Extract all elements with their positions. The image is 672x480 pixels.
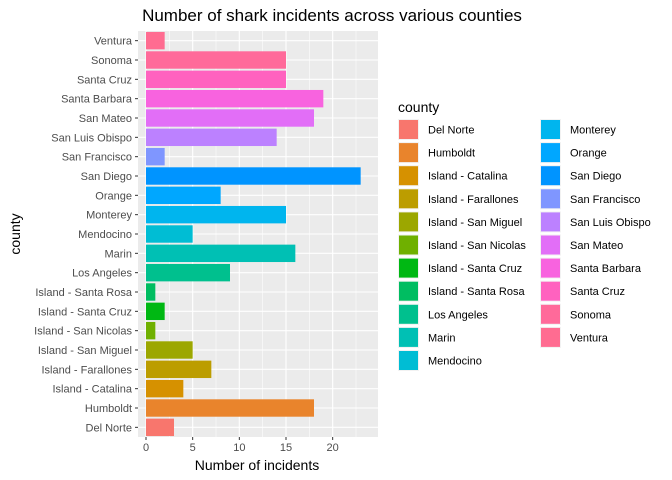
y-tick-label: Ventura [94, 36, 133, 48]
y-tick-label: Mendocino [78, 229, 132, 241]
y-tick-label: San Mateo [79, 113, 132, 125]
x-tick-label: 20 [327, 442, 339, 454]
y-tick-label: San Luis Obispo [51, 132, 132, 144]
legend-key-san-mateo [541, 235, 560, 255]
legend-label: Orange [570, 148, 607, 160]
x-axis: 0 5 10 15 20 [143, 437, 339, 454]
bar-san-mateo [146, 109, 314, 127]
y-tick-label: Santa Cruz [77, 74, 132, 86]
legend-key-humboldt [399, 143, 418, 163]
bar-island-san-miguel [146, 341, 193, 359]
legend-key-island-san-nicolas [399, 235, 418, 255]
legend-label: Sonoma [570, 309, 612, 321]
y-tick-label: Marin [104, 248, 132, 260]
y-tick-label: Island - Catalina [53, 384, 133, 396]
bar-los-angeles [146, 263, 230, 282]
legend-label: Humboldt [428, 148, 475, 160]
legend-label: Island - Santa Rosa [428, 286, 525, 298]
legend-key-island-santa-cruz [399, 258, 418, 278]
bar-ventura [146, 31, 165, 50]
bar-island-farallones [146, 360, 212, 379]
legend-key-santa-barbara [541, 258, 560, 278]
bar-marin [146, 244, 296, 263]
legend-label: Los Angeles [428, 309, 488, 321]
y-tick-label: Del Norte [86, 422, 132, 434]
y-tick-label: Santa Barbara [61, 94, 133, 106]
legend-key-mendocino [399, 351, 418, 370]
y-tick-label: Humboldt [85, 403, 132, 415]
legend-label: San Luis Obispo [570, 217, 651, 229]
bar-orange [146, 186, 221, 205]
bar-humboldt [146, 399, 314, 417]
y-tick-label: San Francisco [62, 152, 132, 164]
legend-key-marin [399, 327, 418, 347]
legend-label: Marin [428, 332, 456, 344]
chart-title: Number of shark incidents across various… [142, 6, 522, 25]
legend-key-monterey [541, 120, 560, 139]
bar-island-san-nicolas [146, 321, 156, 340]
bar-monterey [146, 205, 286, 224]
bars [146, 31, 361, 437]
legend-key-san-francisco [541, 189, 560, 209]
legend-key-island-catalina [399, 166, 418, 186]
bar-del-norte [146, 418, 174, 437]
legend-label: Santa Cruz [570, 286, 625, 298]
legend: county Del Norte Humboldt Island - Catalin… [398, 99, 651, 371]
y-tick-label: Island - San Nicolas [34, 326, 132, 338]
legend-label: San Diego [570, 171, 621, 183]
bar-san-francisco [146, 147, 165, 166]
legend-key-del-norte [399, 120, 418, 139]
legend-key-island-san-miguel [399, 212, 418, 232]
y-tick-label: Monterey [86, 210, 132, 222]
legend-key-island-farallones [399, 189, 418, 209]
legend-key-island-santa-rosa [399, 281, 418, 301]
legend-key-san-luis-obispo [541, 212, 560, 232]
x-axis-title: Number of incidents [195, 457, 320, 473]
legend-key-ventura [541, 327, 560, 347]
x-tick-label: 15 [280, 442, 292, 454]
y-tick-label: Los Angeles [72, 268, 132, 280]
bar-santa-cruz [146, 70, 286, 89]
bar-santa-barbara [146, 89, 324, 108]
legend-label: Del Norte [428, 125, 474, 137]
bar-island-catalina [146, 379, 184, 398]
bar-san-luis-obispo [146, 128, 277, 147]
legend-key-los-angeles [399, 304, 418, 324]
legend-label: Island - Santa Cruz [428, 263, 522, 275]
legend-title: county [398, 99, 439, 115]
y-tick-label: Orange [95, 190, 132, 202]
legend-key-san-diego [541, 166, 560, 186]
legend-label: Santa Barbara [570, 263, 642, 275]
legend-key-sonoma [541, 304, 560, 324]
legend-label: Island - San Nicolas [428, 240, 526, 252]
legend-key-orange [541, 143, 560, 163]
y-axis: Del Norte Humboldt Island - Catalina Island… [34, 36, 138, 434]
legend-label: Mendocino [428, 356, 482, 368]
legend-label: Monterey [570, 125, 616, 137]
bar-island-santa-rosa [146, 283, 156, 301]
legend-label: San Mateo [570, 240, 623, 252]
x-tick-label: 10 [233, 442, 245, 454]
y-tick-label: San Diego [81, 171, 132, 183]
y-tick-label: Island - Santa Cruz [38, 306, 132, 318]
y-tick-label: Sonoma [91, 55, 133, 67]
legend-label: Ventura [570, 332, 609, 344]
bar-island-santa-cruz [146, 302, 165, 321]
x-tick-label: 5 [190, 442, 196, 454]
y-axis-title: county [7, 213, 23, 254]
legend-label: Island - San Miguel [428, 217, 522, 229]
y-tick-label: Island - San Miguel [38, 345, 132, 357]
legend-label: Island - Catalina [428, 171, 508, 183]
bar-sonoma [146, 51, 286, 69]
y-tick-label: Island - Santa Rosa [35, 287, 132, 299]
legend-label: San Francisco [570, 194, 640, 206]
x-tick-label: 0 [143, 442, 149, 454]
legend-key-santa-cruz [541, 281, 560, 301]
y-tick-label: Island - Farallones [42, 364, 133, 376]
legend-label: Island - Farallones [428, 194, 519, 206]
bar-san-diego [146, 167, 361, 185]
bar-mendocino [146, 225, 193, 243]
